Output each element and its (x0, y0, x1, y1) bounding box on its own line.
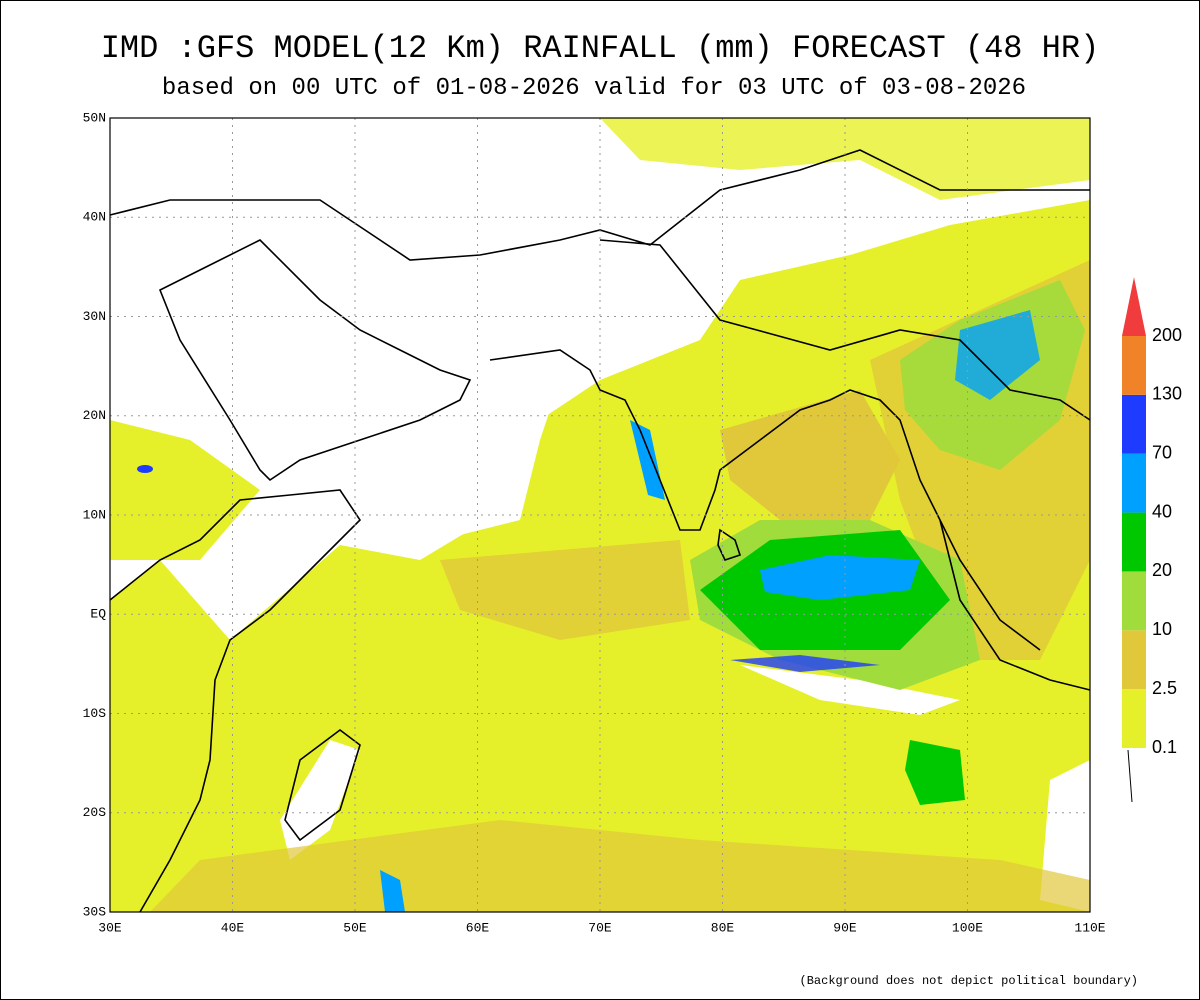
coastline (158, 239, 472, 482)
legend-swatch (1122, 336, 1146, 395)
coastline (109, 149, 1090, 261)
legend-swatch (1122, 453, 1146, 513)
coastline (109, 489, 362, 913)
legend-swatch (1122, 571, 1146, 631)
lon-label: 100E (952, 920, 983, 935)
legend-pointer (1127, 749, 1133, 803)
legend-label: 2.5 (1152, 678, 1177, 698)
no-rain (740, 665, 960, 715)
lon-label: 30E (98, 920, 122, 935)
rain-extreme (630, 420, 665, 500)
legend-swatch (1122, 394, 1146, 454)
map-border (109, 117, 1091, 913)
coastlines (109, 149, 1091, 913)
coastline (489, 349, 1041, 651)
lon-label: 40E (221, 920, 245, 935)
legend-label: 0.1 (1152, 737, 1177, 757)
lon-label: 110E (1074, 920, 1105, 935)
lat-label: 20N (83, 408, 106, 423)
lon-label: 50E (343, 920, 367, 935)
legend-label: 200 (1152, 325, 1182, 345)
title: IMD :GFS MODEL(12 Km) RAINFALL (mm) FORE… (101, 30, 1100, 67)
lat-label: 30S (83, 904, 107, 919)
legend-label: 20 (1152, 560, 1172, 580)
rain-extreme (730, 655, 880, 672)
legend: 0.1 2.5 10 20 40 70 130 200 (1122, 277, 1182, 757)
no-rain (340, 380, 560, 540)
rain-extreme (380, 870, 405, 912)
subtitle: based on 00 UTC of 01-08-2026 valid for … (162, 75, 1026, 102)
lat-label: 50N (83, 110, 106, 125)
legend-swatch (1122, 630, 1146, 690)
rain-extreme (137, 465, 153, 473)
lat-label: 40N (83, 210, 106, 225)
rain-extreme (955, 310, 1040, 400)
no-rain (280, 740, 360, 860)
rain-moderate (440, 540, 690, 640)
legend-overflow (1122, 277, 1146, 336)
lat-label: 20S (83, 805, 107, 820)
lat-label: 10N (83, 507, 106, 522)
legend-label: 10 (1152, 619, 1172, 639)
rain-very-heavy (905, 740, 965, 805)
lat-label: 30N (83, 309, 106, 324)
rain-light (600, 118, 1090, 200)
footnote: (Background does not depict political bo… (800, 974, 1138, 988)
lon-label: 70E (588, 920, 612, 935)
legend-swatch (1122, 689, 1146, 748)
rain-light (110, 420, 260, 560)
lat-label: EQ (90, 607, 106, 622)
legend-label: 40 (1152, 501, 1172, 521)
graticule (110, 118, 1090, 912)
coastline (939, 519, 1091, 691)
legend-label: 130 (1152, 384, 1182, 404)
lon-label: 80E (711, 920, 735, 935)
legend-swatch (1122, 512, 1146, 572)
rain-moderate (720, 390, 900, 520)
lat-label: 10S (83, 706, 107, 721)
coastline (599, 239, 1091, 421)
coastline (284, 729, 361, 842)
lon-label: 60E (466, 920, 490, 935)
lon-label: 90E (833, 920, 857, 935)
legend-label: 70 (1152, 442, 1172, 462)
coastline (717, 528, 742, 561)
rain-extreme (760, 555, 920, 600)
